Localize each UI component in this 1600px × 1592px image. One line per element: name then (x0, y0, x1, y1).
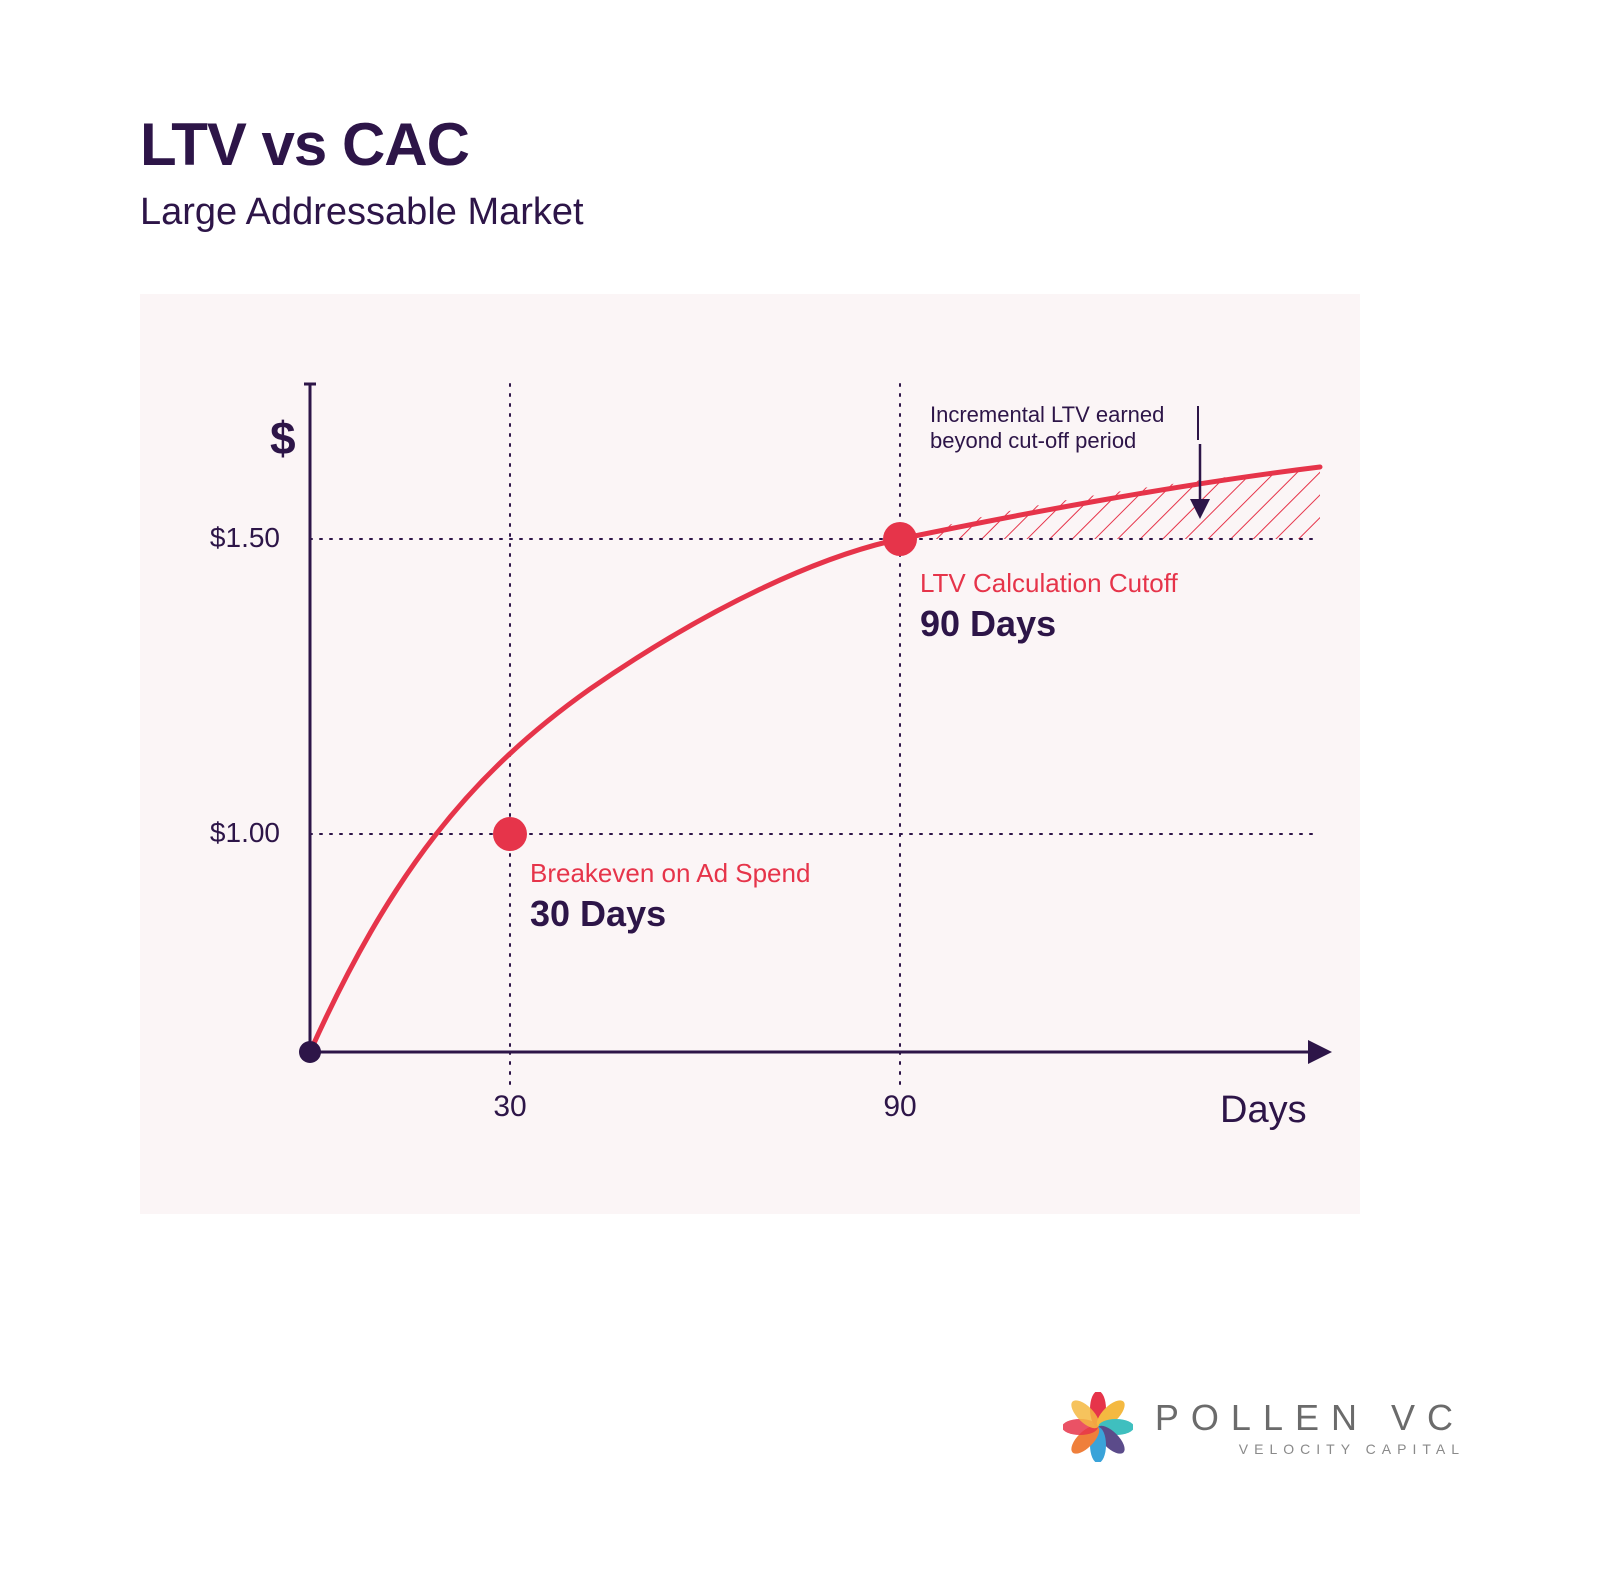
y-axis-symbol: $ (270, 412, 296, 464)
xtick-30: 30 (493, 1090, 526, 1123)
gridlines (310, 384, 1320, 1052)
logo-main: POLLEN VC (1155, 1397, 1465, 1439)
origin-marker (299, 1041, 321, 1063)
cutoff-value: 90 Days (920, 603, 1056, 644)
breakeven-value: 30 Days (530, 893, 666, 934)
x-tick-ext (510, 1052, 900, 1084)
chart-svg: $ $1.50 $1.00 30 90 Days Breakeven on Ad… (140, 294, 1360, 1214)
page-title: LTV vs CAC (140, 110, 1480, 179)
logo-sub: VELOCITY CAPITAL (1155, 1441, 1465, 1457)
axes (304, 384, 1320, 1052)
logo: POLLEN VC VELOCITY CAPITAL (1063, 1392, 1465, 1462)
ytick-150: $1.50 (210, 522, 280, 553)
incremental-note-l1: Incremental LTV earned (930, 402, 1164, 427)
page-subtitle: Large Addressable Market (140, 191, 1480, 234)
incremental-note-l2: beyond cut-off period (930, 428, 1136, 453)
page: LTV vs CAC Large Addressable Market (0, 0, 1600, 1592)
cutoff-label: LTV Calculation Cutoff (920, 568, 1179, 598)
breakeven-label: Breakeven on Ad Spend (530, 858, 810, 888)
hatched-region (900, 454, 1330, 554)
logo-text-block: POLLEN VC VELOCITY CAPITAL (1155, 1397, 1465, 1457)
logo-icon (1063, 1392, 1133, 1462)
breakeven-marker (493, 817, 527, 851)
xtick-90: 90 (883, 1090, 916, 1123)
chart-area: $ $1.50 $1.00 30 90 Days Breakeven on Ad… (140, 294, 1360, 1214)
ltv-curve (310, 467, 1320, 1052)
cutoff-marker (883, 522, 917, 556)
x-axis-label: Days (1220, 1089, 1307, 1131)
ytick-100: $1.00 (210, 817, 280, 848)
